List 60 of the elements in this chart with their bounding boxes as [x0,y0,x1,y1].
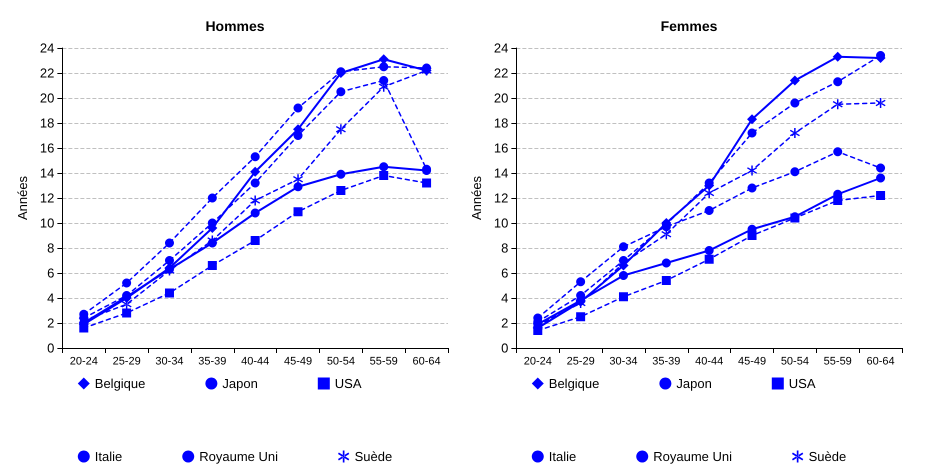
chart-title: Hommes [205,18,265,34]
y-tick-label: 4 [47,290,54,306]
y-tick-label: 22 [40,66,54,80]
legend-label: USA [334,376,362,391]
x-tick-label: 25-29 [566,356,595,368]
legend-label: Royaume Uni [199,449,278,464]
y-tick-label: 12 [494,190,508,206]
legend-label: Suède [808,449,846,464]
x-tick-label: 45-49 [284,356,312,368]
y-tick-label: 8 [501,240,508,256]
y-tick-label: 22 [494,66,508,80]
y-tick-label: 6 [47,266,54,280]
x-tick-label: 20-24 [70,356,98,368]
legend-label: USA [788,376,816,391]
legend-label: Italie [548,449,576,464]
legend-label: Japon [222,376,258,391]
x-tick-label: 60-64 [866,356,895,368]
legend-label: Japon [676,376,712,391]
y-axis-title: Années [469,175,484,220]
y-tick-label: 4 [501,290,508,306]
x-tick-label: 25-29 [112,356,141,368]
x-tick-label: 50-54 [326,356,355,368]
y-tick-label: 6 [501,266,508,280]
x-tick-label: 40-44 [241,356,270,368]
y-tick-label: 20 [494,90,508,106]
x-tick-label: 30-34 [609,356,638,368]
x-tick-label: 55-59 [370,356,398,368]
y-axis-title: Années [15,175,30,220]
y-tick-label: 2 [47,316,54,330]
y-tick-label: 18 [494,116,508,130]
y-tick-label: 16 [40,140,54,156]
y-tick-label: 14 [40,166,54,180]
y-tick-label: 16 [494,140,508,156]
x-tick-label: 45-49 [738,356,766,368]
legend-label: Royaume Uni [653,449,732,464]
y-tick-label: 10 [40,216,54,230]
legend-label: Belgique [548,376,600,391]
x-tick-label: 20-24 [524,356,552,368]
legend-label: Italie [94,449,122,464]
legend-label: Belgique [94,376,146,391]
y-tick-label: 18 [40,116,54,130]
x-tick-label: 60-64 [412,356,441,368]
x-tick-label: 35-39 [652,356,680,368]
y-tick-label: 2 [501,316,508,330]
y-tick-label: 20 [40,90,54,106]
chart-title: Femmes [660,18,718,34]
x-tick-label: 35-39 [198,356,226,368]
x-tick-label: 40-44 [695,356,724,368]
y-tick-label: 14 [494,166,508,180]
y-tick-label: 24 [494,40,508,56]
x-tick-label: 30-34 [155,356,184,368]
y-tick-label: 0 [47,340,54,356]
y-tick-label: 8 [47,240,54,256]
legend-label: Suède [354,449,392,464]
x-tick-label: 50-54 [780,356,809,368]
y-tick-label: 10 [494,216,508,230]
y-tick-label: 24 [40,40,54,56]
x-tick-label: 55-59 [824,356,852,368]
y-tick-label: 12 [40,190,54,206]
y-tick-label: 0 [501,340,508,356]
